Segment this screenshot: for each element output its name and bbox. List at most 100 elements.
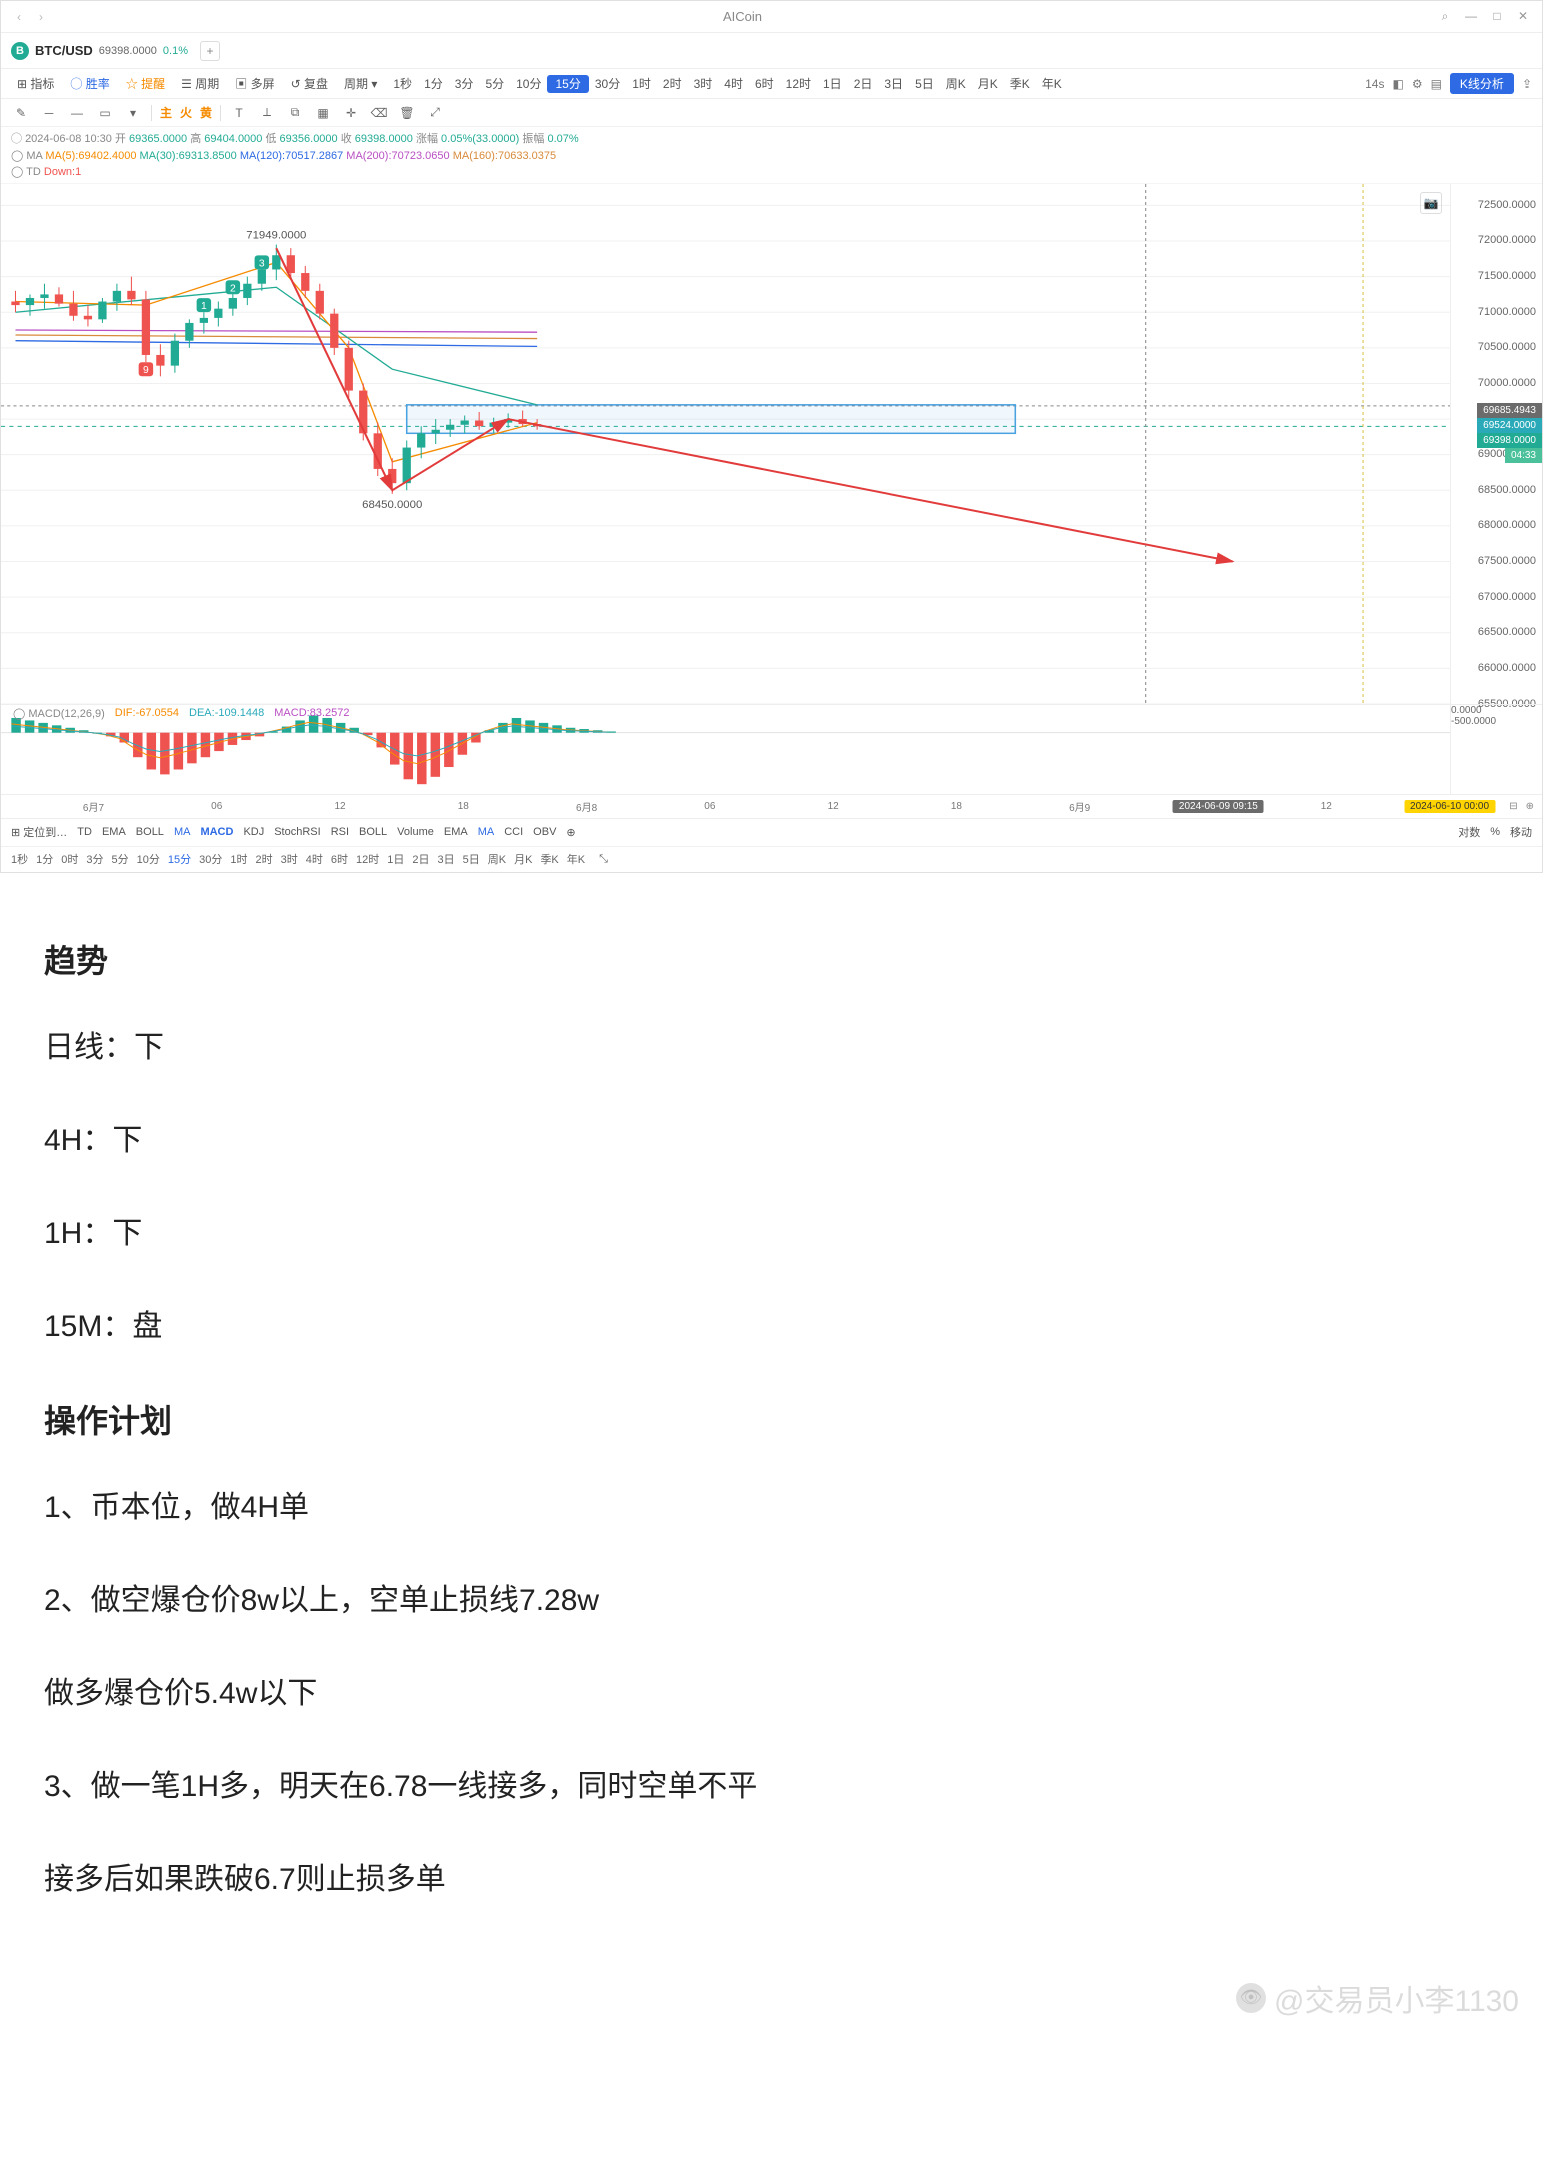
- tf-6时[interactable]: 6时: [749, 75, 780, 93]
- search-icon[interactable]: ⌕: [1436, 9, 1454, 24]
- minimize-icon[interactable]: —: [1462, 9, 1480, 24]
- tb-period1[interactable]: ☰ 周期: [175, 73, 225, 94]
- tf-15分[interactable]: 15分: [547, 75, 588, 93]
- indicator-ma[interactable]: MA: [174, 826, 191, 838]
- indicator-obv[interactable]: OBV: [533, 826, 556, 838]
- crosshair-icon[interactable]: ✛: [341, 103, 361, 123]
- tfb-12时[interactable]: 12时: [356, 851, 379, 867]
- tf-年K[interactable]: 年K: [1036, 75, 1068, 93]
- filter-icon[interactable]: ▤: [1431, 77, 1442, 91]
- hline-icon[interactable]: —: [67, 103, 87, 123]
- tfb-周K[interactable]: 周K: [488, 851, 506, 867]
- tf-3时[interactable]: 3时: [688, 75, 719, 93]
- dropdown-icon[interactable]: ▾: [123, 103, 143, 123]
- tf-10分[interactable]: 10分: [510, 75, 547, 93]
- tf-3日[interactable]: 3日: [878, 75, 909, 93]
- tfb-15分[interactable]: 15分: [168, 851, 191, 867]
- share-icon[interactable]: ⇪: [1522, 77, 1532, 91]
- tf-1时[interactable]: 1时: [626, 75, 657, 93]
- zoom-end-icon[interactable]: ⊕: [1526, 801, 1534, 812]
- tfb-3分[interactable]: 3分: [86, 851, 103, 867]
- indicator-boll[interactable]: BOLL: [359, 826, 387, 838]
- ib-right-移动[interactable]: 移动: [1510, 824, 1532, 840]
- close-icon[interactable]: ✕: [1514, 9, 1532, 24]
- y-axis[interactable]: 72500.000072000.000071500.000071000.0000…: [1450, 184, 1542, 704]
- maximize-icon[interactable]: □: [1488, 9, 1506, 24]
- grid-icon[interactable]: ▦: [313, 103, 333, 123]
- locate-button[interactable]: ⊞ 定位到…: [11, 824, 67, 840]
- tf-周K[interactable]: 周K: [940, 75, 972, 93]
- tf-月K[interactable]: 月K: [972, 75, 1004, 93]
- nav-fwd-icon[interactable]: ›: [33, 9, 49, 25]
- pencil-icon[interactable]: ✎: [11, 103, 31, 123]
- indicator-stochrsi[interactable]: StochRSI: [274, 826, 320, 838]
- accent-3[interactable]: 黄: [200, 104, 212, 121]
- tfb-10分[interactable]: 10分: [137, 851, 160, 867]
- tfb-0时[interactable]: 0时: [61, 851, 78, 867]
- tf-2时[interactable]: 2时: [657, 75, 688, 93]
- screenshot-icon[interactable]: 📷: [1420, 192, 1442, 214]
- tf-5日[interactable]: 5日: [909, 75, 940, 93]
- indicator-rsi[interactable]: RSI: [331, 826, 349, 838]
- indicator-boll[interactable]: BOLL: [136, 826, 164, 838]
- indicator-ema[interactable]: EMA: [102, 826, 126, 838]
- rect-icon[interactable]: ▭: [95, 103, 115, 123]
- text-icon[interactable]: T: [229, 103, 249, 123]
- tfb-5分[interactable]: 5分: [112, 851, 129, 867]
- tf-1日[interactable]: 1日: [817, 75, 848, 93]
- accent-2[interactable]: 火: [180, 104, 192, 121]
- tb-winrate[interactable]: ◯ 胜率: [64, 73, 115, 94]
- tfb-1时[interactable]: 1时: [230, 851, 247, 867]
- layers-icon[interactable]: ◧: [1392, 77, 1403, 91]
- price-chart[interactable]: 📷 912371949.000068450.0000 72500.0000720…: [1, 184, 1542, 704]
- tf-5分[interactable]: 5分: [479, 75, 510, 93]
- tfb-3日[interactable]: 3日: [438, 851, 455, 867]
- indicator-kdj[interactable]: KDJ: [243, 826, 264, 838]
- indicator-cci[interactable]: CCI: [504, 826, 523, 838]
- tfb-2时[interactable]: 2时: [256, 851, 273, 867]
- tf-2日[interactable]: 2日: [848, 75, 879, 93]
- tb-alert[interactable]: ☆ 提醒: [120, 73, 171, 94]
- tf-1分[interactable]: 1分: [418, 75, 449, 93]
- tf-4时[interactable]: 4时: [718, 75, 749, 93]
- settings-icon[interactable]: ⚙: [1412, 77, 1423, 91]
- tfb-4时[interactable]: 4时: [306, 851, 323, 867]
- add-indicator-button[interactable]: ⊕: [566, 826, 575, 839]
- tb-multi[interactable]: ▣ 多屏: [229, 73, 280, 94]
- indicator-macd[interactable]: MACD: [200, 826, 233, 838]
- expand-icon[interactable]: ⤢: [425, 103, 445, 123]
- magnet-icon[interactable]: ⧉: [285, 103, 305, 123]
- macd-pane[interactable]: ◯ MACD(12,26,9) DIF:-67.0554 DEA:-109.14…: [1, 704, 1542, 794]
- indicator-ma[interactable]: MA: [478, 826, 495, 838]
- tb-period2[interactable]: 周期 ▾: [338, 73, 383, 94]
- symbol-tab[interactable]: B BTC/USD: [11, 42, 93, 60]
- tfb-1日[interactable]: 1日: [387, 851, 404, 867]
- tf-12时[interactable]: 12时: [780, 75, 817, 93]
- indicator-volume[interactable]: Volume: [397, 826, 434, 838]
- ib-right-对数[interactable]: 对数: [1458, 824, 1480, 840]
- tf-季K[interactable]: 季K: [1004, 75, 1036, 93]
- eraser-icon[interactable]: ⌫: [369, 103, 389, 123]
- tfb-30分[interactable]: 30分: [199, 851, 222, 867]
- nav-back-icon[interactable]: ‹: [11, 9, 27, 25]
- tf-3分[interactable]: 3分: [449, 75, 480, 93]
- tf-1秒[interactable]: 1秒: [387, 75, 418, 93]
- line-icon[interactable]: ─: [39, 103, 59, 123]
- ruler-end-icon[interactable]: ⊟: [1509, 801, 1517, 812]
- trash-icon[interactable]: 🗑: [397, 103, 417, 123]
- tfb-3时[interactable]: 3时: [281, 851, 298, 867]
- indicator-ema[interactable]: EMA: [444, 826, 468, 838]
- kline-analysis-button[interactable]: K线分析: [1450, 73, 1514, 94]
- tb-indicator[interactable]: ⊞ 指标: [11, 73, 60, 94]
- tf-30分[interactable]: 30分: [589, 75, 626, 93]
- tfb-5日[interactable]: 5日: [463, 851, 480, 867]
- tf-expand-icon[interactable]: ⤡: [599, 853, 608, 866]
- tb-replay[interactable]: ↺ 复盘: [285, 73, 334, 94]
- tfb-2日[interactable]: 2日: [412, 851, 429, 867]
- tfb-年K[interactable]: 年K: [567, 851, 585, 867]
- indicator-td[interactable]: TD: [77, 826, 92, 838]
- tfb-1分[interactable]: 1分: [36, 851, 53, 867]
- ib-right-%[interactable]: %: [1490, 826, 1500, 838]
- add-tab-button[interactable]: +: [200, 41, 220, 61]
- tfb-月K[interactable]: 月K: [514, 851, 532, 867]
